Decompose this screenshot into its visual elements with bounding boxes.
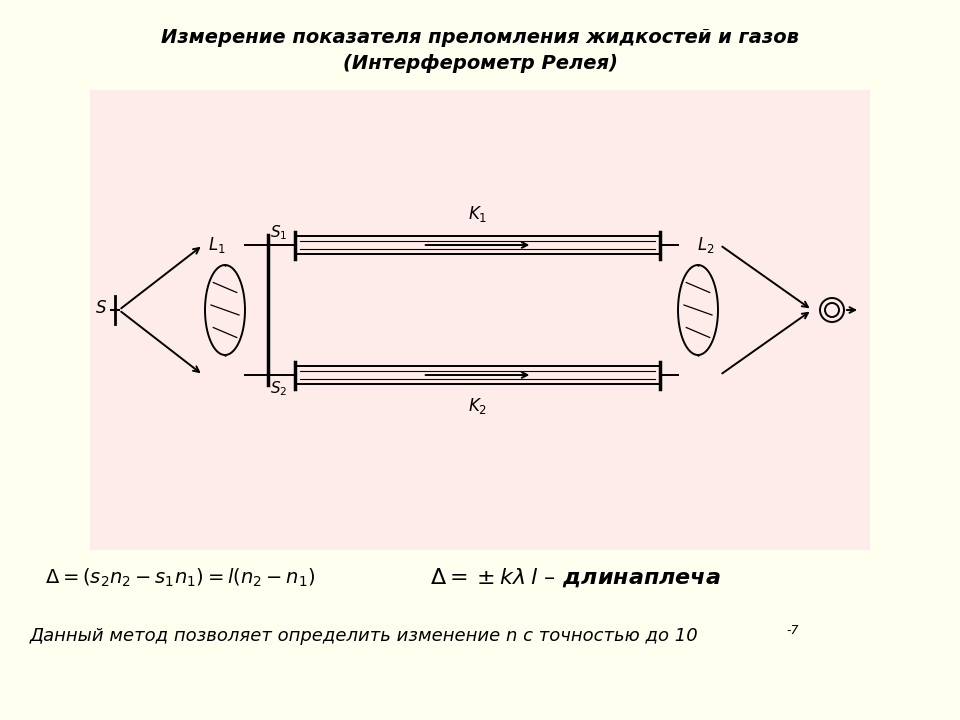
Text: $K_1$: $K_1$ [468,204,487,224]
Text: $K_2$: $K_2$ [468,396,487,416]
Text: $L_2$: $L_2$ [697,235,715,255]
Text: $S_2$: $S_2$ [270,379,287,398]
Text: $L_1$: $L_1$ [208,235,226,255]
Text: Измерение показателя преломления жидкостей и газов: Измерение показателя преломления жидкост… [161,28,799,47]
Text: (Интерферометр Релея): (Интерферометр Релея) [343,54,617,73]
Text: $\Delta = \pm k\lambda$: $\Delta = \pm k\lambda$ [430,568,525,588]
Text: $S$: $S$ [95,299,107,317]
Text: -7: -7 [786,624,799,636]
Text: Данный метод позволяет определить изменение n с точностью до 10: Данный метод позволяет определить измене… [30,627,699,645]
Text: $S_1$: $S_1$ [270,224,287,243]
Bar [90,90,870,550]
Text: $l$ – длинаплеча: $l$ – длинаплеча [530,567,721,590]
Text: $\Delta = (s_2 n_2 - s_1 n_1) = l(n_2 - n_1)$: $\Delta = (s_2 n_2 - s_1 n_1) = l(n_2 - … [45,567,316,589]
